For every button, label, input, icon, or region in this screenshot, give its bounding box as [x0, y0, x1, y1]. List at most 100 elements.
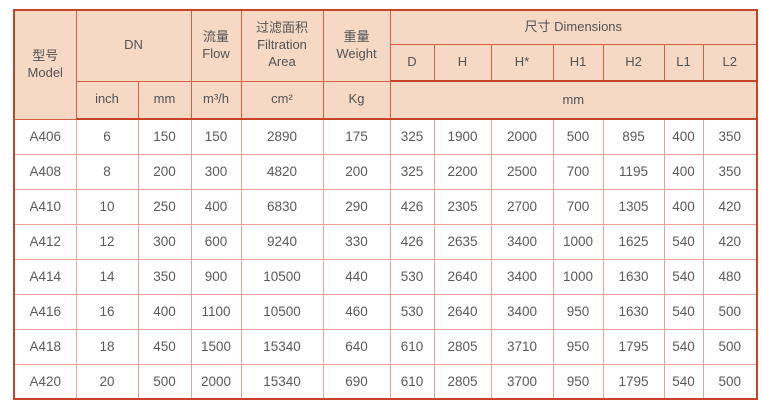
- cell-dim-hstar: 3710: [490, 328, 554, 365]
- cell-dn-mm: 150: [137, 118, 192, 155]
- cell-dim-hstar: 3400: [490, 223, 554, 260]
- cell-dim-hstar: 2700: [490, 188, 554, 225]
- cell-flow: 2000: [190, 363, 242, 400]
- cell-dn-mm: 400: [137, 293, 192, 330]
- cell-dim-h2: 895: [602, 118, 665, 155]
- header-unit-inch: inch: [75, 80, 139, 120]
- cell-dn-inch: 14: [75, 258, 139, 295]
- cell-dn-inch: 20: [75, 363, 139, 400]
- header-dim-h1: H1: [552, 43, 604, 82]
- cell-dim-h2: 1630: [602, 293, 665, 330]
- cell-dim-d: 426: [389, 188, 435, 225]
- spec-table: 型号 Model DN 流量 Flow 过滤面积 Filtration Area…: [13, 9, 759, 400]
- header-dim-h: H: [433, 43, 492, 82]
- cell-dn-mm: 450: [137, 328, 192, 365]
- cell-dn-inch: 10: [75, 188, 139, 225]
- cell-dn-mm: 300: [137, 223, 192, 260]
- header-dim-l2: L2: [702, 43, 758, 82]
- cell-dim-hstar: 3700: [490, 363, 554, 400]
- cell-weight: 175: [322, 118, 391, 155]
- cell-dim-l2: 500: [702, 363, 758, 400]
- cell-dn-inch: 18: [75, 328, 139, 365]
- cell-dim-d: 325: [389, 153, 435, 190]
- cell-filtration-area: 15340: [240, 328, 324, 365]
- cell-dim-h: 1900: [433, 118, 492, 155]
- cell-dim-h2: 1795: [602, 363, 665, 400]
- cell-dim-l1: 400: [663, 153, 704, 190]
- cell-weight: 460: [322, 293, 391, 330]
- cell-dim-l2: 500: [702, 328, 758, 365]
- cell-filtration-area: 9240: [240, 223, 324, 260]
- cell-model: A406: [13, 118, 77, 155]
- cell-dim-h1: 950: [552, 363, 604, 400]
- table-row: A412 12 300 600 9240 330 426 2635 3400 1000 1625 54…: [13, 223, 758, 260]
- cell-dim-l1: 400: [663, 118, 704, 155]
- header-model-zh: 型号: [32, 47, 59, 63]
- cell-dim-l2: 420: [702, 223, 758, 260]
- table-row: A410 10 250 400 6830 290 426 2305 2700 700 1305 400…: [13, 188, 758, 225]
- cell-dim-h2: 1625: [602, 223, 665, 260]
- cell-dim-d: 530: [389, 293, 435, 330]
- header-dim-h2: H2: [602, 43, 665, 82]
- cell-flow: 150: [190, 118, 242, 155]
- table-body: A406 6 150 150 2890 175 325 1900 2000 500 895 400 35…: [13, 118, 758, 400]
- cell-dim-d: 325: [389, 118, 435, 155]
- cell-weight: 200: [322, 153, 391, 190]
- cell-dim-h1: 950: [552, 328, 604, 365]
- cell-dim-h1: 700: [552, 188, 604, 225]
- cell-dim-hstar: 2500: [490, 153, 554, 190]
- cell-model: A414: [13, 258, 77, 295]
- cell-dim-l1: 540: [663, 223, 704, 260]
- header-unit-weight: Kg: [322, 80, 391, 120]
- cell-filtration-area: 4820: [240, 153, 324, 190]
- cell-dim-h1: 700: [552, 153, 604, 190]
- table-row: A406 6 150 150 2890 175 325 1900 2000 500 895 400 35…: [13, 118, 758, 155]
- cell-dim-l1: 540: [663, 363, 704, 400]
- header-weight: 重量 Weight: [322, 9, 391, 82]
- cell-flow: 600: [190, 223, 242, 260]
- table-row: A416 16 400 1100 10500 460 530 2640 3400 950 1630 5…: [13, 293, 758, 330]
- cell-dim-l1: 400: [663, 188, 704, 225]
- cell-flow: 900: [190, 258, 242, 295]
- cell-dim-h2: 1795: [602, 328, 665, 365]
- cell-dim-d: 610: [389, 363, 435, 400]
- header-unit-area: cm²: [240, 80, 324, 120]
- cell-dim-l2: 500: [702, 293, 758, 330]
- cell-dim-h2: 1305: [602, 188, 665, 225]
- cell-dim-l2: 350: [702, 118, 758, 155]
- cell-filtration-area: 6830: [240, 188, 324, 225]
- header-dn: DN: [75, 9, 192, 82]
- cell-dim-d: 426: [389, 223, 435, 260]
- cell-dim-h: 2640: [433, 258, 492, 295]
- cell-dim-hstar: 3400: [490, 258, 554, 295]
- cell-flow: 1500: [190, 328, 242, 365]
- table-row: A408 8 200 300 4820 200 325 2200 2500 700 1195 400 3…: [13, 153, 758, 190]
- cell-dn-inch: 16: [75, 293, 139, 330]
- cell-dim-hstar: 2000: [490, 118, 554, 155]
- header-model-en: Model: [27, 64, 63, 80]
- cell-dn-inch: 8: [75, 153, 139, 190]
- cell-dim-l1: 540: [663, 258, 704, 295]
- cell-dim-l2: 480: [702, 258, 758, 295]
- header-filtration-area: 过滤面积 Filtration Area: [240, 9, 324, 82]
- cell-model: A416: [13, 293, 77, 330]
- cell-dn-mm: 500: [137, 363, 192, 400]
- cell-dim-l1: 540: [663, 293, 704, 330]
- header-dim-d: D: [389, 43, 435, 82]
- cell-dn-inch: 6: [75, 118, 139, 155]
- table-row: A414 14 350 900 10500 440 530 2640 3400 1000 1630 5…: [13, 258, 758, 295]
- cell-dim-h1: 950: [552, 293, 604, 330]
- header-unit-flow: m³/h: [190, 80, 242, 120]
- cell-weight: 690: [322, 363, 391, 400]
- cell-dim-h: 2305: [433, 188, 492, 225]
- cell-dn-mm: 200: [137, 153, 192, 190]
- header-weight-zh: 重量: [343, 28, 370, 44]
- header-flow: 流量 Flow: [190, 9, 242, 82]
- cell-dim-h1: 1000: [552, 258, 604, 295]
- cell-dim-l2: 350: [702, 153, 758, 190]
- cell-dn-mm: 250: [137, 188, 192, 225]
- header-dim-l1: L1: [663, 43, 704, 82]
- cell-model: A410: [13, 188, 77, 225]
- cell-model: A420: [13, 363, 77, 400]
